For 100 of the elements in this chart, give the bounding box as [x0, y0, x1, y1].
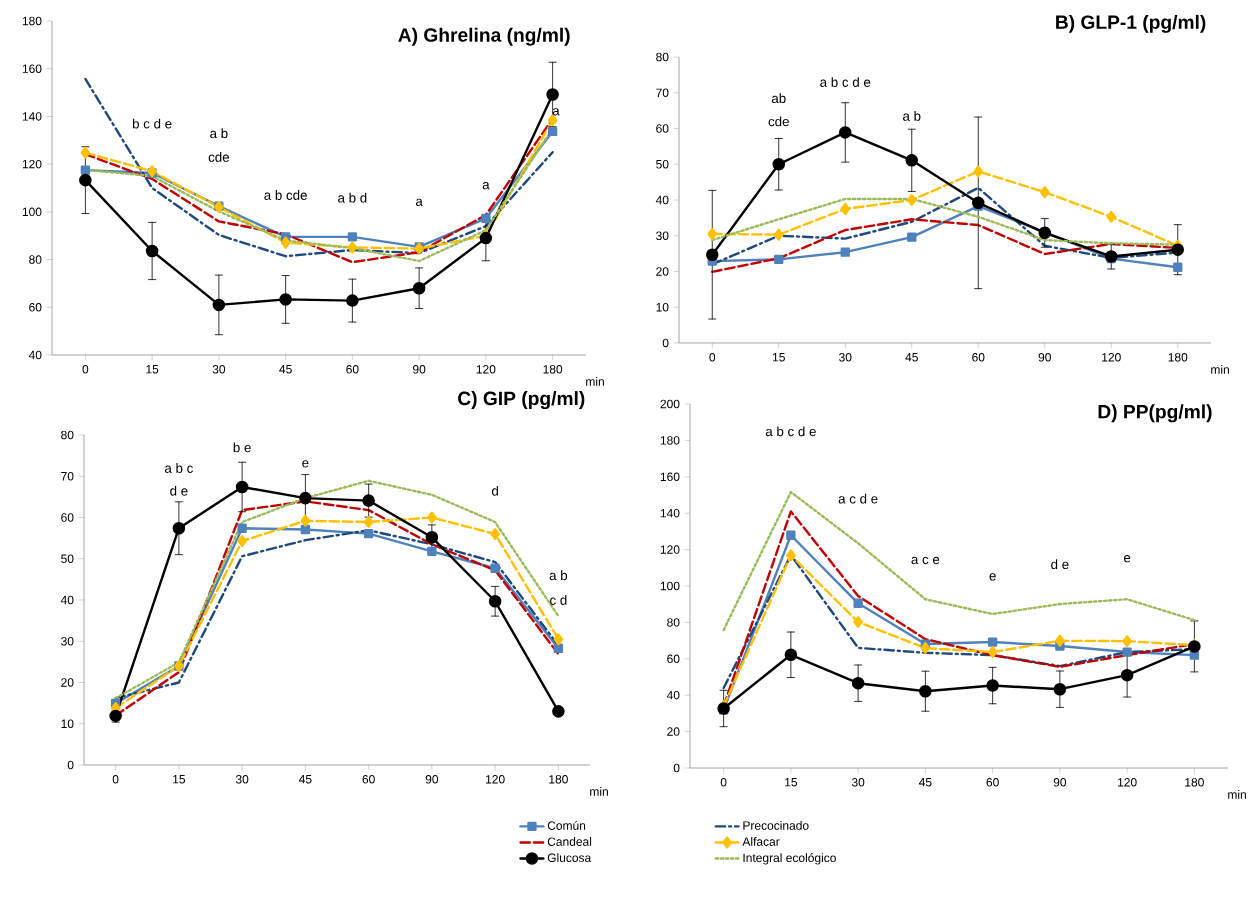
- legend-label: Precocinado: [743, 820, 809, 830]
- legend-label: Candeal: [547, 837, 592, 846]
- x-axis-title: min: [1211, 365, 1229, 374]
- y-tick-label: 0: [67, 760, 74, 770]
- x-tick-label: 120: [1102, 353, 1121, 362]
- y-tick-label: 60: [29, 303, 42, 312]
- y-tick-label: 100: [22, 207, 42, 217]
- x-tick-label: 30: [851, 778, 865, 787]
- y-tick-label: 30: [656, 231, 669, 241]
- y-tick-label: 140: [660, 508, 680, 518]
- legend-label: Glucosa: [547, 853, 592, 863]
- y-tick-label: 30: [61, 637, 74, 646]
- chart-title: A) Ghrelina (ng/ml): [398, 27, 570, 46]
- legend-label: Alfacar: [742, 837, 780, 846]
- annotation: a b: [549, 570, 568, 581]
- y-tick-label: 160: [22, 64, 42, 73]
- annotation: a b: [903, 111, 921, 121]
- x-tick-label: 90: [1053, 778, 1067, 787]
- y-tick-label: 180: [660, 436, 680, 445]
- x-tick-label: 45: [279, 365, 292, 374]
- y-tick-label: 0: [662, 338, 669, 348]
- y-tick-label: 20: [61, 678, 74, 687]
- y-tick-label: 80: [61, 430, 74, 440]
- y-tick-label: 80: [667, 618, 680, 627]
- annotation: a b c d e: [765, 426, 816, 437]
- annotation: a b c d e: [820, 77, 871, 87]
- y-tick-label: 10: [656, 302, 669, 312]
- chart-title: D) PP(pg/ml): [1098, 404, 1212, 423]
- x-tick-label: 60: [362, 775, 375, 784]
- x-tick-label: 60: [972, 353, 985, 362]
- annotation: e: [302, 460, 309, 468]
- y-tick-label: 40: [655, 195, 669, 205]
- annotation: a: [482, 182, 490, 190]
- y-tick-label: 40: [666, 690, 680, 700]
- annotation: e: [1123, 555, 1131, 563]
- annotation: b c d e: [132, 118, 172, 129]
- x-tick-label: 120: [476, 365, 496, 374]
- x-tick-label: 15: [173, 775, 186, 784]
- y-tick-label: 120: [660, 545, 680, 554]
- x-tick-label: 180: [1168, 353, 1188, 362]
- y-tick-label: 200: [660, 399, 680, 409]
- legend-label: Integral ecológico: [743, 853, 836, 865]
- annotation: ab: [771, 93, 786, 104]
- annotation: d e: [1051, 559, 1069, 570]
- y-tick-label: 80: [656, 52, 669, 62]
- y-tick-label: 70: [61, 472, 74, 481]
- annotation: a c e: [911, 556, 940, 565]
- legend-label: Común: [547, 820, 586, 830]
- annotation: cde: [768, 116, 789, 127]
- x-axis-title: min: [586, 377, 604, 386]
- annotation: d: [491, 485, 498, 496]
- x-tick-label: 45: [918, 778, 932, 787]
- y-tick-label: 180: [22, 16, 42, 26]
- x-tick-label: 180: [1185, 778, 1204, 787]
- annotation: a b: [210, 128, 228, 139]
- x-tick-label: 120: [486, 775, 505, 784]
- annotation: a b c: [164, 463, 193, 473]
- x-tick-label: 30: [235, 775, 249, 784]
- x-tick-label: 180: [543, 365, 563, 374]
- x-tick-label: 15: [146, 365, 159, 374]
- x-tick-label: 0: [112, 775, 119, 784]
- x-tick-label: 0: [82, 365, 89, 374]
- y-tick-label: 20: [667, 727, 680, 736]
- y-tick-label: 120: [22, 159, 42, 169]
- y-tick-label: 10: [61, 719, 74, 729]
- annotation: a c d e: [838, 493, 878, 504]
- annotation: b e: [233, 442, 251, 453]
- y-tick-label: 50: [61, 554, 74, 564]
- y-tick-label: 80: [29, 255, 42, 264]
- x-tick-label: 60: [986, 778, 999, 787]
- annotation: d e: [170, 485, 188, 496]
- y-tick-label: 40: [28, 350, 42, 360]
- x-axis-title: min: [590, 787, 608, 796]
- x-tick-label: 90: [1038, 353, 1051, 362]
- y-tick-label: 60: [656, 124, 669, 133]
- x-tick-label: 60: [346, 365, 359, 374]
- x-tick-label: 30: [839, 353, 852, 362]
- y-tick-label: 70: [656, 88, 669, 98]
- y-tick-label: 50: [656, 160, 669, 169]
- x-tick-label: 180: [549, 775, 568, 784]
- annotation: a b cde: [264, 190, 307, 200]
- x-tick-label: 120: [1118, 778, 1137, 787]
- annotation: c d: [550, 595, 567, 605]
- y-tick-label: 0: [673, 763, 680, 773]
- chart-title: B) GLP-1 (pg/ml): [1056, 14, 1206, 33]
- x-tick-label: 0: [720, 778, 727, 787]
- x-tick-label: 0: [709, 353, 716, 362]
- annotation: a: [415, 198, 423, 207]
- y-tick-label: 20: [656, 267, 669, 276]
- annotation: cde: [208, 152, 230, 162]
- x-axis-title: min: [1228, 790, 1246, 799]
- annotation: e: [989, 573, 996, 581]
- x-tick-label: 90: [425, 775, 439, 784]
- y-tick-label: 60: [61, 513, 74, 522]
- x-tick-label: 90: [413, 365, 426, 374]
- x-tick-label: 45: [298, 775, 312, 784]
- x-tick-label: 30: [212, 365, 226, 374]
- x-tick-label: 45: [905, 353, 918, 362]
- chart-title: C) GIP (pg/ml): [458, 391, 585, 410]
- x-tick-label: 15: [785, 778, 798, 787]
